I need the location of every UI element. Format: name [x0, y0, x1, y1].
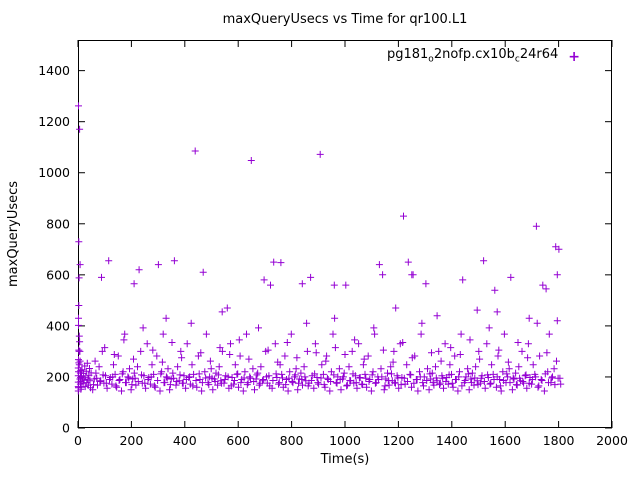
x-tick-label: 1400 [436, 433, 468, 448]
y-tick-label: 800 [46, 216, 70, 231]
x-tick-label: 800 [280, 433, 304, 448]
y-tick-label: 1400 [38, 63, 70, 78]
x-tick-label: 1000 [329, 433, 361, 448]
x-tick-label: 1600 [489, 433, 521, 448]
y-tick-label: 1000 [38, 165, 70, 180]
y-axis-label: maxQueryUsecs [6, 180, 21, 288]
x-tick-label: 1200 [382, 433, 414, 448]
legend-label: pg181o2nofp.cx10bc24r64 [386, 46, 559, 65]
chart-title: maxQueryUsecs vs Time for qr100.L1 [222, 12, 468, 27]
y-tick-label: 400 [46, 318, 70, 333]
plus-marker-icon: + [568, 49, 580, 65]
x-tick-label: 200 [119, 433, 143, 448]
data-points [74, 102, 565, 395]
y-tick-label: 200 [46, 369, 70, 384]
y-tick-label: 1200 [38, 114, 70, 129]
x-tick-label: 2000 [596, 433, 628, 448]
x-tick-label: 1800 [543, 433, 575, 448]
plot-border [78, 40, 612, 428]
x-tick-label: 400 [173, 433, 197, 448]
legend: pg181o2nofp.cx10bc24r64 + [386, 46, 580, 66]
y-tick-label: 600 [46, 267, 70, 282]
x-tick-label: 0 [74, 433, 82, 448]
x-tick-label: 600 [226, 433, 250, 448]
y-tick-label: 0 [62, 421, 70, 436]
x-axis-label: Time(s) [320, 452, 370, 467]
